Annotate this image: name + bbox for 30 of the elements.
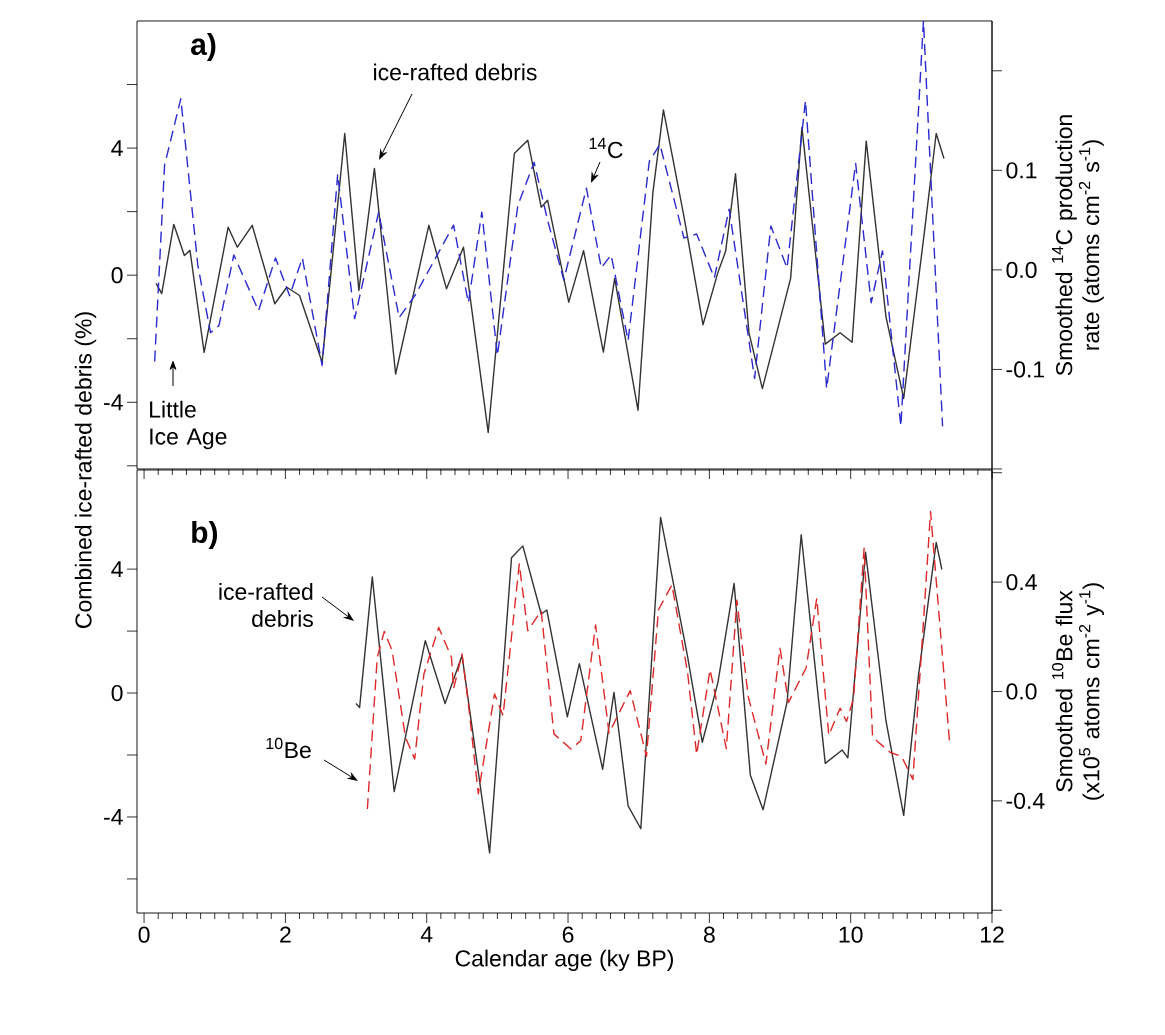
- annotation: b): [192, 521, 218, 549]
- y-tick-label: 0: [111, 684, 123, 702]
- x-tick-label: 0: [138, 926, 150, 943]
- y2-tick-label: -0.4: [1006, 792, 1045, 810]
- x-axis-title: Calendar age (ky BP): [455, 949, 673, 972]
- x-tick-label: 6: [562, 926, 574, 943]
- series-label: $^{14}$C: [589, 137, 623, 159]
- y-tick-label: 4: [111, 140, 123, 156]
- text: $^{10}$Be: [266, 737, 311, 759]
- x-tick-label: 4: [420, 926, 433, 943]
- annotation: a): [191, 33, 216, 61]
- y-tick-label: 4: [111, 561, 123, 578]
- y-tick-label: -4: [104, 394, 123, 411]
- x-tick-label: 10: [839, 926, 863, 943]
- line-series: [366, 510, 951, 810]
- y-axis-title: Combined ice-rafted debris (%): [74, 312, 97, 628]
- y2-tick-label: -0.1: [1006, 361, 1045, 378]
- x-tick-label: 12: [980, 926, 1004, 943]
- y2-tick-label: 0.0: [1006, 683, 1037, 700]
- y2-tick-label: 0.0: [1006, 261, 1037, 279]
- x-tick-label: 2: [280, 926, 291, 943]
- y2-tick-label: 0.4: [1006, 573, 1037, 591]
- x-tick-label: 8: [703, 926, 715, 943]
- text: ice-rafted debris: [219, 583, 313, 627]
- line-series: [355, 516, 943, 854]
- y-tick-label: -4: [104, 809, 123, 825]
- y2-tick-label: 0.1: [1006, 162, 1037, 179]
- y-tick-label: 0: [111, 267, 123, 284]
- text: ice-rafted debris: [374, 63, 537, 81]
- annotation: Little Ice Age: [150, 400, 227, 450]
